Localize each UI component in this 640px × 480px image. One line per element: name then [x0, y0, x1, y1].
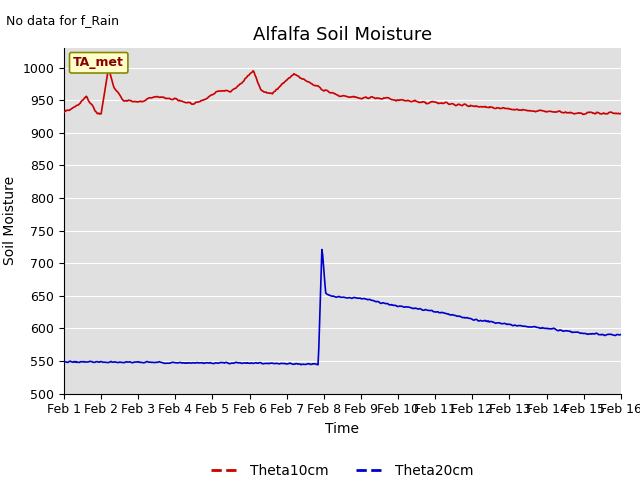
X-axis label: Time: Time	[325, 422, 360, 436]
Legend: Theta10cm, Theta20cm: Theta10cm, Theta20cm	[205, 458, 479, 480]
Title: Alfalfa Soil Moisture: Alfalfa Soil Moisture	[253, 25, 432, 44]
Text: TA_met: TA_met	[73, 56, 124, 69]
Y-axis label: Soil Moisture: Soil Moisture	[3, 176, 17, 265]
Text: No data for f_Rain: No data for f_Rain	[6, 14, 120, 27]
